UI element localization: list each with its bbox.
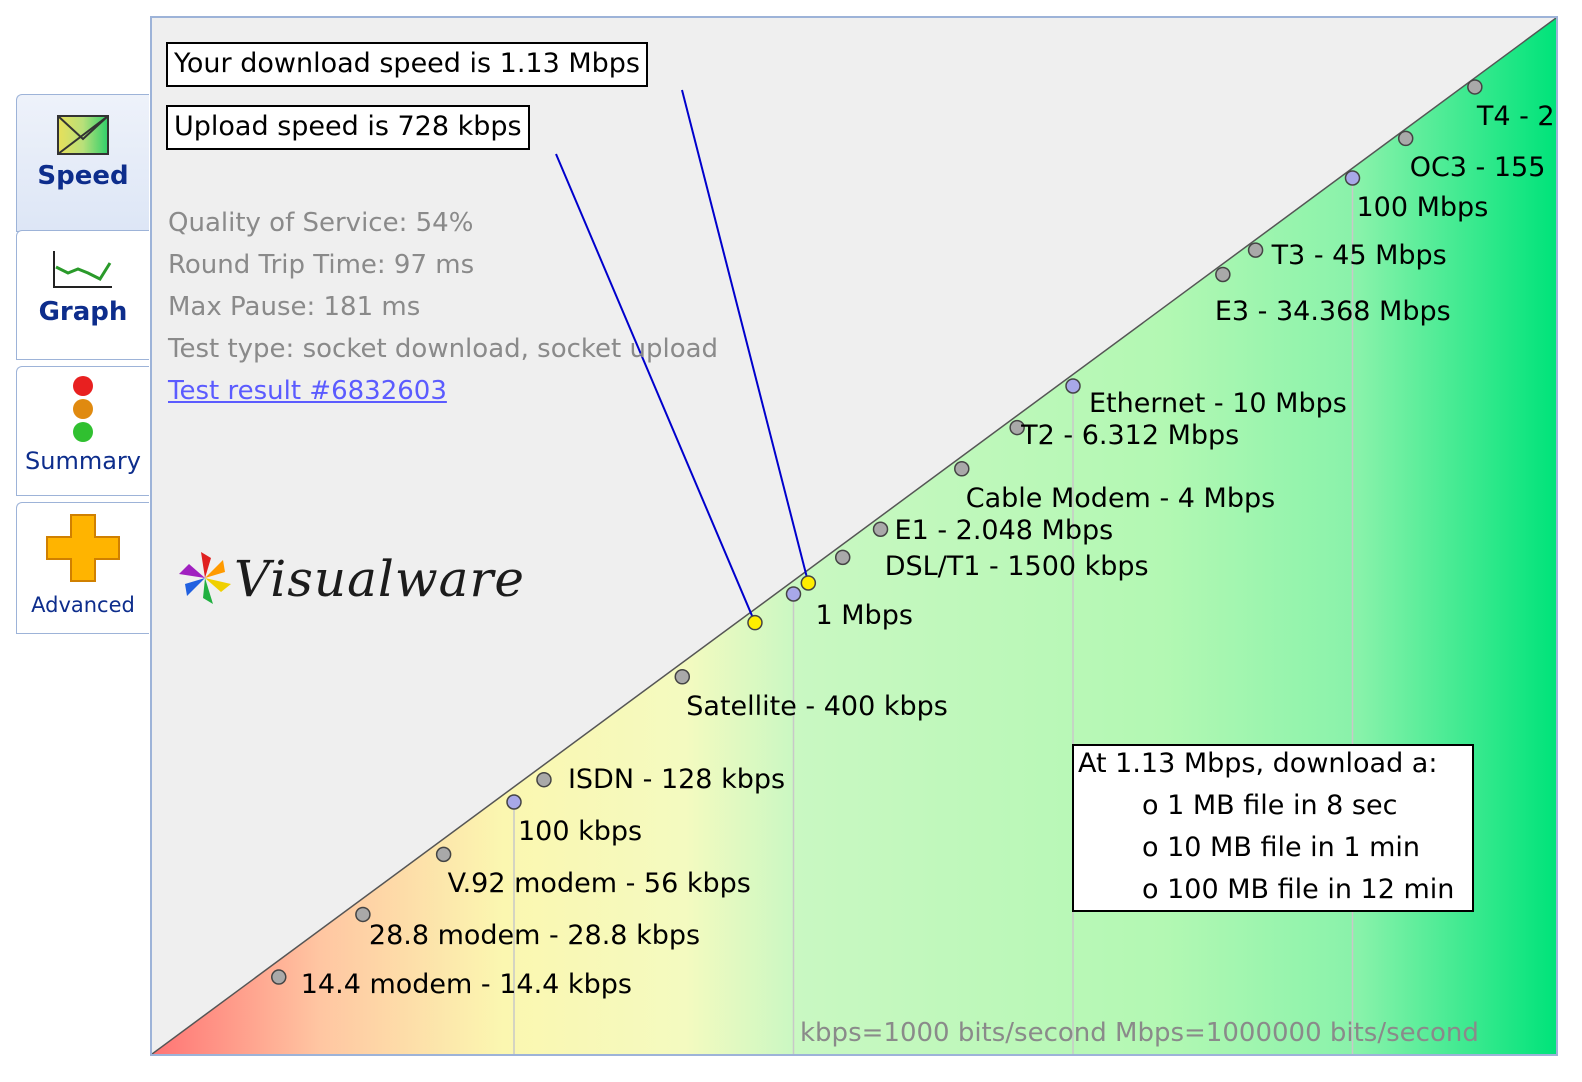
speed-marker-dot	[1065, 378, 1081, 394]
speed-marker-dot	[1467, 79, 1483, 95]
speed-marker-dot	[506, 794, 522, 810]
speed-marker-label: ISDN - 128 kbps	[567, 763, 786, 795]
speed-marker-dot	[834, 549, 851, 566]
upload-leader-line	[555, 153, 756, 624]
speed-marker-label: E3 - 34.368 Mbps	[1214, 296, 1451, 328]
tab-speed-label: Speed	[37, 161, 129, 191]
speed-marker-dot	[1215, 266, 1231, 283]
speed-marker-dot	[785, 586, 802, 602]
speed-marker-label: 28.8 modem - 28.8 kbps	[368, 920, 701, 952]
speed-marker-dot	[271, 969, 287, 985]
speed-marker-label: 14.4 modem - 14.4 kbps	[300, 969, 632, 1001]
traffic-light-icon	[68, 375, 98, 447]
speed-marker-dot	[1397, 130, 1414, 147]
speed-marker-dot	[536, 771, 552, 788]
tab-speed[interactable]: Speed	[16, 94, 149, 232]
download-speed-box: Your download speed is 1.13 Mbps	[166, 42, 649, 87]
speed-marker-dot	[1247, 242, 1264, 258]
upload-speed-dot	[747, 614, 763, 631]
quality-of-service: Quality of Service: 54%	[168, 208, 474, 238]
speed-marker-label: Cable Modem - 4 Mbps	[965, 482, 1276, 514]
tab-advanced[interactable]: Advanced	[16, 502, 149, 634]
visualware-logo: Visualware	[178, 548, 524, 618]
speed-marker-label: T3 - 45 Mbps	[1271, 240, 1447, 272]
tab-graph[interactable]: Graph	[16, 230, 149, 360]
speed-marker-label: 1 Mbps	[815, 600, 913, 631]
speed-marker-label: Satellite - 400 kbps	[686, 690, 948, 722]
tab-summary[interactable]: Summary	[16, 366, 149, 496]
speed-marker-dot	[954, 461, 970, 477]
download-time-line: o 1 MB file in 8 sec	[1142, 790, 1398, 821]
tab-graph-label: Graph	[38, 297, 128, 327]
units-footnote: kbps=1000 bits/second Mbps=1000000 bits/…	[800, 1018, 1479, 1048]
speed-marker-label: E1 - 2.048 Mbps	[894, 515, 1114, 547]
speed-marker-label: Ethernet - 10 Mbps	[1089, 388, 1347, 419]
tab-summary-label: Summary	[25, 447, 141, 475]
speed-marker-label: T4 - 274 Mbps	[1476, 100, 1556, 132]
line-graph-icon	[52, 249, 114, 293]
speed-marker-dot	[674, 669, 691, 685]
speed-marker-dot	[1009, 419, 1025, 436]
download-time-line: o 10 MB file in 1 min	[1142, 832, 1421, 863]
max-pause: Max Pause: 181 ms	[168, 292, 421, 322]
test-type: Test type: socket download, socket uploa…	[168, 334, 719, 364]
speed-marker-label: V.92 modem - 56 kbps	[447, 868, 751, 900]
tab-advanced-label: Advanced	[31, 593, 135, 617]
download-time-line: o 100 MB file in 12 min	[1142, 874, 1455, 905]
download-time-box: At 1.13 Mbps, download a: o 1 MB file in…	[1072, 744, 1474, 912]
download-leader-line	[681, 89, 810, 584]
brand-name: Visualware	[234, 550, 525, 608]
speed-panel: Your download speed is 1.13 Mbps Upload …	[150, 16, 1558, 1056]
pinwheel-icon	[179, 552, 231, 604]
round-trip-time: Round Trip Time: 97 ms	[168, 250, 475, 280]
speed-marker-dot	[872, 521, 889, 537]
speed-marker-dot	[355, 906, 371, 923]
speed-marker-label: 100 Mbps	[1356, 192, 1489, 223]
download-time-title: At 1.13 Mbps, download a:	[1078, 748, 1438, 779]
speed-marker-label: T2 - 6.312 Mbps	[1021, 419, 1240, 451]
test-result-link[interactable]: Test result #6832603	[168, 376, 447, 406]
plus-icon	[45, 513, 121, 587]
envelope-speed-icon	[57, 115, 109, 159]
speed-marker-label: 100 kbps	[518, 816, 643, 847]
upload-speed-box: Upload speed is 728 kbps	[166, 105, 530, 150]
speed-marker-dot	[1344, 170, 1361, 186]
speed-marker-dot	[435, 846, 452, 863]
download-speed-dot	[800, 575, 817, 591]
speed-marker-label: DSL/T1 - 1500 kbps	[884, 551, 1149, 583]
speed-marker-label: OC3 - 155 Mbps	[1409, 152, 1556, 184]
